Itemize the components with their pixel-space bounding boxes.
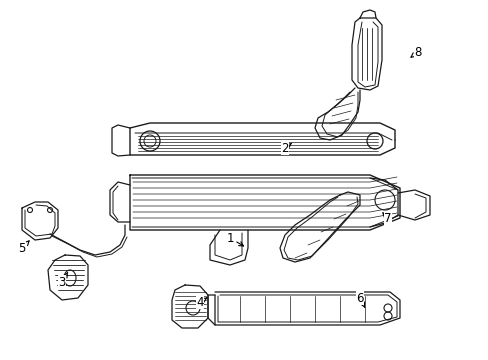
Text: 7: 7 <box>382 212 391 225</box>
Text: 1: 1 <box>226 231 243 246</box>
Text: 6: 6 <box>356 292 364 307</box>
Text: 5: 5 <box>18 241 29 255</box>
Text: 2: 2 <box>281 141 291 154</box>
Text: 4: 4 <box>196 296 206 309</box>
Text: 3: 3 <box>58 273 67 288</box>
Text: 8: 8 <box>410 45 421 59</box>
